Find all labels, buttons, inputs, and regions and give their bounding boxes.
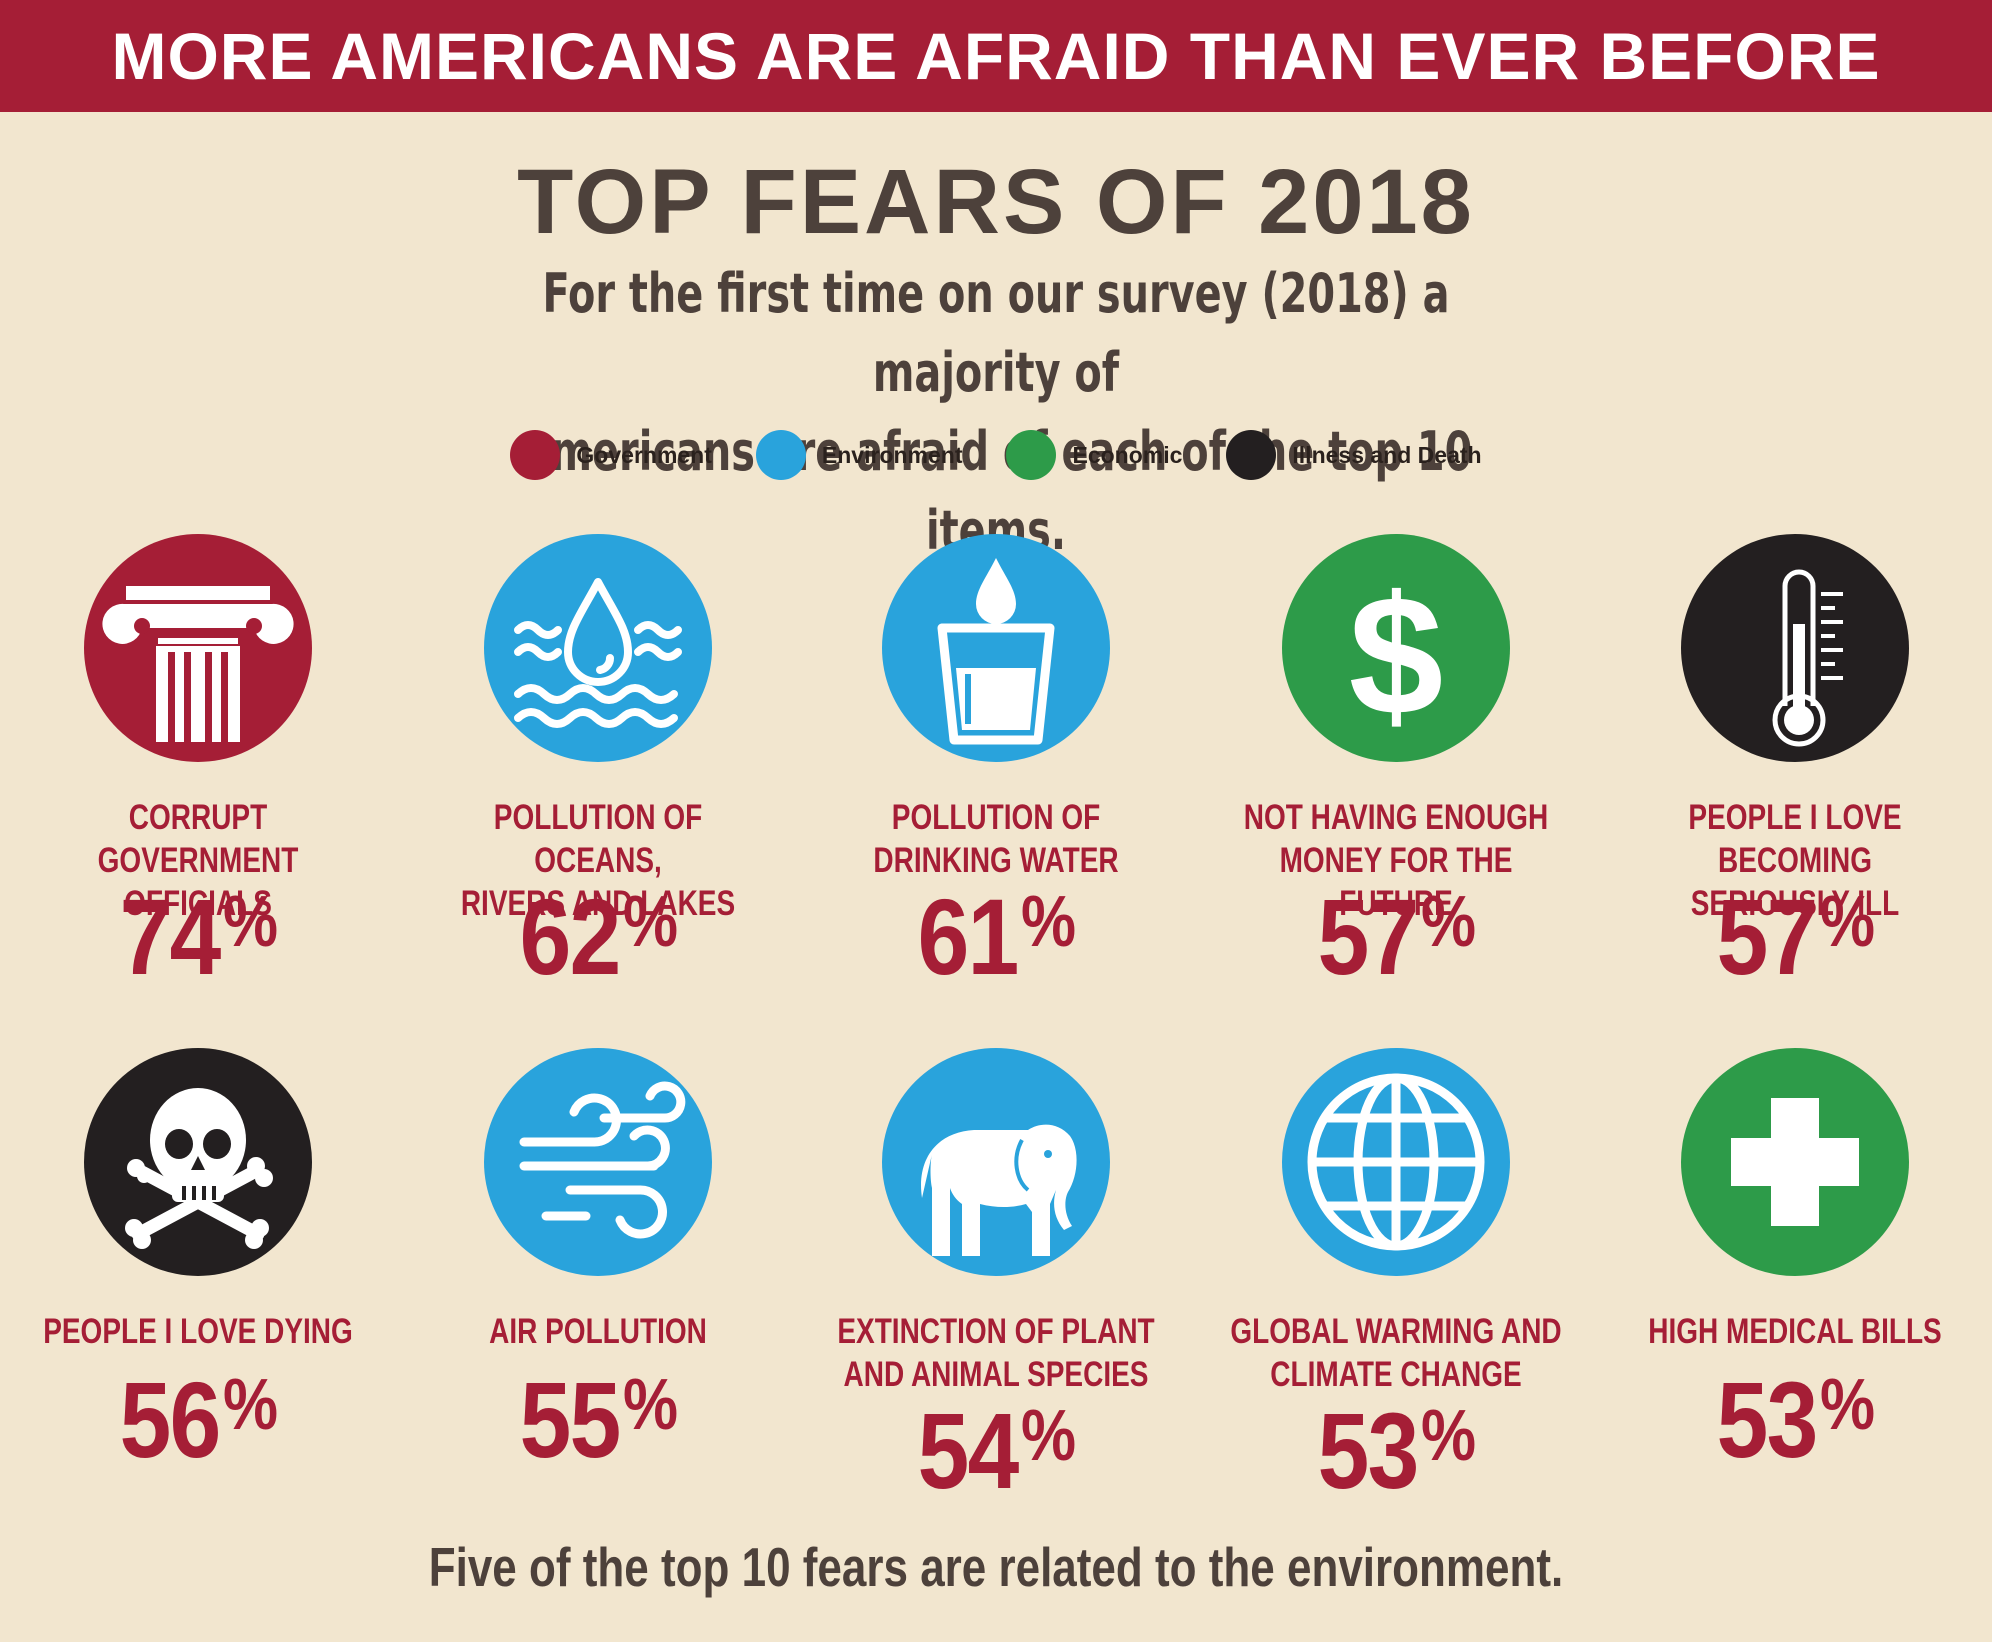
fear-percentage: 62% [469, 874, 727, 999]
fear-label: PEOPLE I LOVE BECOMING SERIOUSLY ILL [1627, 796, 1963, 925]
fear-label-line: POLLUTION OF OCEANS, [493, 798, 703, 880]
fear-label-line: PEOPLE I LOVE BECOMING [1688, 798, 1902, 880]
fear-label-line: EXTINCTION OF PLANT [837, 1312, 1155, 1351]
dollar-icon: $ [1282, 534, 1510, 762]
percentage-value: 53 [1317, 1390, 1420, 1511]
fear-label: POLLUTION OF OCEANS, RIVERS AND LAKES [430, 796, 766, 925]
percent-sign: % [622, 1365, 678, 1445]
fear-label: POLLUTION OF DRINKING WATER [828, 796, 1164, 882]
legend-label: Economic [1072, 441, 1183, 468]
top-banner: MORE AMERICANS ARE AFRAID THAN EVER BEFO… [0, 0, 1992, 112]
column-icon [84, 534, 312, 762]
percent-sign: % [222, 882, 278, 962]
legend-label: Government [576, 441, 712, 468]
fear-label-line: AIR POLLUTION [489, 1312, 707, 1351]
percentage-value: 61 [917, 876, 1020, 997]
percentage-value: 74 [119, 876, 222, 997]
fear-label-line: NOT HAVING ENOUGH [1243, 798, 1549, 837]
legend-swatch [755, 430, 806, 480]
percentage-value: 53 [1716, 1359, 1819, 1480]
percentage-value: 54 [917, 1390, 1020, 1511]
fear-percentage: 53% [1666, 1357, 1924, 1482]
fear-percentage: 55% [469, 1357, 727, 1482]
fear-label-line: CORRUPT GOVERNMENT [97, 798, 299, 880]
legend-swatch [1226, 430, 1277, 480]
percentage-value: 55 [519, 1359, 622, 1480]
percent-sign: % [222, 1365, 278, 1445]
percent-sign: % [1020, 1396, 1076, 1476]
fear-label-line: PEOPLE I LOVE DYING [43, 1312, 353, 1351]
fear-label-line: HIGH MEDICAL BILLS [1648, 1312, 1942, 1351]
fear-label: PEOPLE I LOVE DYING [30, 1310, 366, 1353]
fear-percentage: 56% [69, 1357, 327, 1482]
fear-percentage: 54% [867, 1388, 1125, 1513]
legend: Government Environment Economic Illness … [0, 430, 1992, 480]
fear-label-line: MONEY FOR THE FUTURE [1279, 841, 1513, 923]
subtitle-line-2: Americans are afraid of each of the top … [519, 420, 1473, 562]
fear-label-line: OFFICIALS [124, 884, 272, 923]
subtitle-line-1: For the first time on our survey (2018) … [542, 262, 1450, 404]
fear-label-line: AND ANIMAL SPECIES [843, 1355, 1149, 1394]
skull-crossbones-icon [84, 1048, 312, 1276]
percent-sign: % [1819, 882, 1875, 962]
wind-icon [484, 1048, 712, 1276]
percent-sign: % [1420, 1396, 1476, 1476]
fear-label-line: DRINKING WATER [873, 841, 1119, 880]
legend-label: Environment [821, 441, 963, 468]
elephant-icon [882, 1048, 1110, 1276]
page-title: TOP FEARS OF 2018 [517, 151, 1475, 253]
svg-text:$: $ [1349, 561, 1444, 751]
legend-swatch [1006, 430, 1057, 480]
legend-item-environment: Environment [755, 430, 963, 480]
legend-item-economic: Economic [1006, 430, 1182, 480]
legend-swatch [510, 430, 561, 480]
fear-label-line: GLOBAL WARMING AND [1230, 1312, 1562, 1351]
globe-icon [1282, 1048, 1510, 1276]
fear-percentage: 61% [867, 874, 1125, 999]
percent-sign: % [1420, 882, 1476, 962]
percentage-value: 62 [519, 876, 622, 997]
fear-label-line: POLLUTION OF [891, 798, 1101, 837]
percent-sign: % [622, 882, 678, 962]
legend-label: Illness and Death [1292, 441, 1482, 468]
legend-item-government: Government [510, 430, 712, 480]
fear-label-line: RIVERS AND LAKES [460, 884, 736, 923]
percentage-value: 57 [1317, 876, 1420, 997]
water-glass-icon [882, 534, 1110, 762]
fear-label: HIGH MEDICAL BILLS [1627, 1310, 1963, 1353]
percentage-value: 57 [1716, 876, 1819, 997]
fear-label: GLOBAL WARMING AND CLIMATE CHANGE [1228, 1310, 1564, 1396]
banner-text: MORE AMERICANS ARE AFRAID THAN EVER BEFO… [111, 19, 1881, 93]
water-drop-waves-icon [484, 534, 712, 762]
fear-percentage: 57% [1666, 874, 1924, 999]
fear-percentage: 57% [1267, 874, 1525, 999]
fear-percentage: 53% [1267, 1388, 1525, 1513]
fear-label: CORRUPT GOVERNMENT OFFICIALS [30, 796, 366, 925]
fear-percentage: 74% [69, 874, 327, 999]
percent-sign: % [1819, 1365, 1875, 1445]
fear-label: EXTINCTION OF PLANT AND ANIMAL SPECIES [828, 1310, 1164, 1396]
fear-label-line: CLIMATE CHANGE [1270, 1355, 1522, 1394]
fear-label: NOT HAVING ENOUGH MONEY FOR THE FUTURE [1228, 796, 1564, 925]
legend-item-illness-death: Illness and Death [1226, 430, 1482, 480]
fear-label-line: SERIOUSLY ILL [1690, 884, 1900, 923]
fear-label: AIR POLLUTION [430, 1310, 766, 1353]
thermometer-icon [1681, 534, 1909, 762]
percentage-value: 56 [119, 1359, 222, 1480]
subtitle: For the first time on our survey (2018) … [463, 254, 1529, 570]
percent-sign: % [1020, 882, 1076, 962]
medical-cross-icon [1681, 1048, 1909, 1276]
footer-note: Five of the top 10 fears are related to … [428, 1536, 1564, 1598]
